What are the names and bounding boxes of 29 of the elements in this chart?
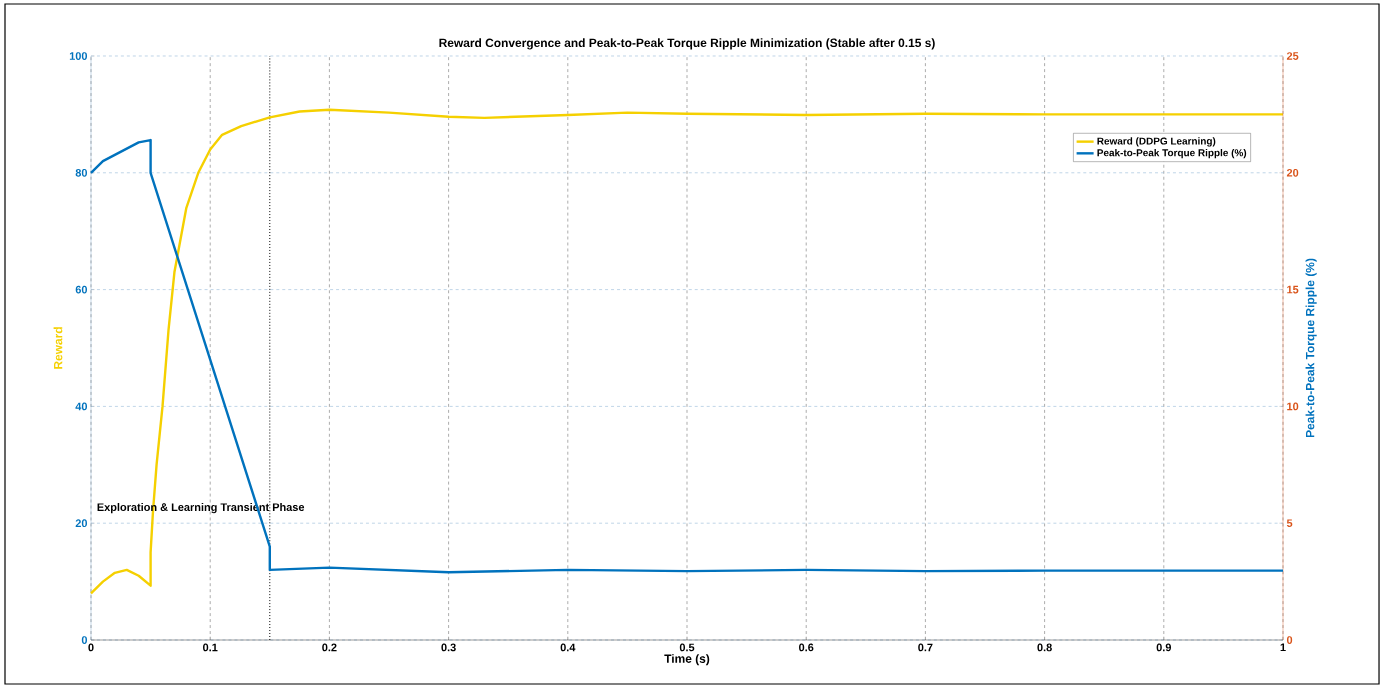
x-tick-label: 0.9 bbox=[1156, 643, 1172, 652]
y2-tick-label: 0 bbox=[1286, 636, 1293, 644]
y-tick-label: 20 bbox=[75, 519, 88, 528]
y-tick-label: 60 bbox=[75, 285, 88, 294]
legend-label: Peak-to-Peak Torque Ripple (%) bbox=[1097, 148, 1247, 159]
legend-label: Reward (DDPG Learning) bbox=[1097, 137, 1216, 147]
y-tick-label: 0 bbox=[81, 636, 88, 644]
y-tick-label: 40 bbox=[75, 402, 88, 411]
x-tick-label: 0.1 bbox=[203, 643, 218, 652]
y-tick-label: 100 bbox=[69, 52, 88, 60]
x-tick-label: 0 bbox=[88, 643, 94, 652]
y2-axis-title: Peak-to-Peak Torque Ripple (%) bbox=[1305, 258, 1317, 438]
x-tick-label: 0.8 bbox=[1037, 643, 1052, 652]
chart-title: Reward Convergence and Peak-to-Peak Torque Ripple Minimization (Stable after 0.15 s) bbox=[439, 38, 935, 50]
x-axis-title: Time (s) bbox=[664, 654, 710, 666]
x-tick-label: 0.6 bbox=[799, 643, 814, 652]
x-tick-label: 1 bbox=[1280, 643, 1286, 652]
x-tick-label: 0.4 bbox=[560, 643, 576, 652]
y2-tick-label: 25 bbox=[1286, 52, 1299, 60]
x-tick-label: 0.5 bbox=[679, 643, 695, 652]
x-tick-label: 0.3 bbox=[441, 643, 456, 652]
y2-tick-label: 20 bbox=[1286, 168, 1299, 177]
x-tick-label: 0.2 bbox=[322, 643, 337, 652]
y-tick-label: 80 bbox=[75, 168, 88, 177]
y2-tick-label: 10 bbox=[1287, 402, 1299, 411]
x-tick-label: 0.7 bbox=[918, 643, 933, 652]
y-axis-title: Reward bbox=[53, 327, 63, 369]
y2-tick-label: 15 bbox=[1287, 285, 1299, 294]
y2-tick-label: 5 bbox=[1286, 519, 1293, 528]
